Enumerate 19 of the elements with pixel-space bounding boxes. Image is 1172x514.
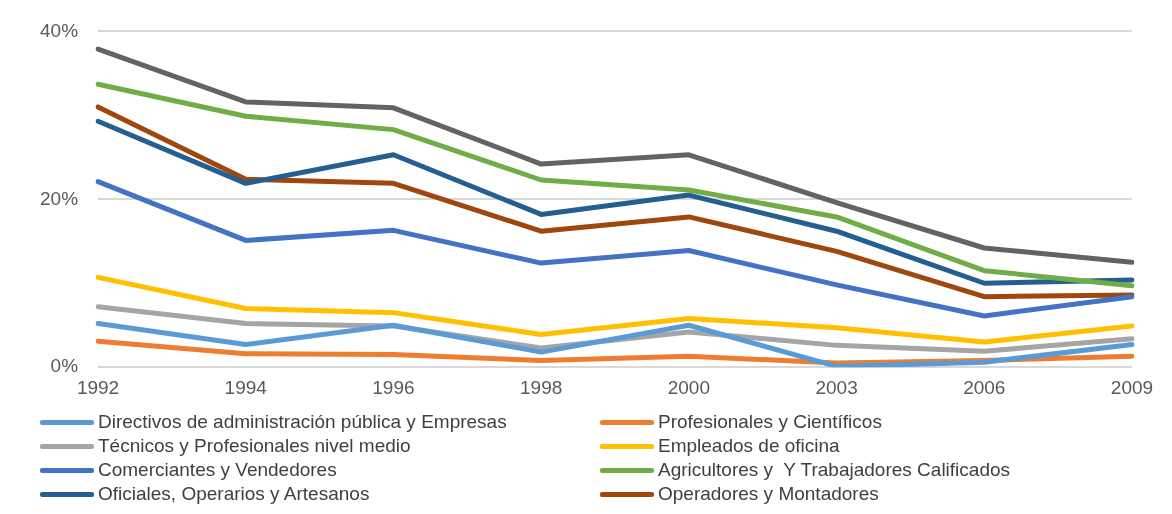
x-tick-label: 2006	[963, 376, 1006, 398]
x-tick-label: 1994	[224, 376, 268, 398]
legend-label: Directivos de administración pública y Empresas	[98, 410, 507, 434]
legend-label: Agricultores y Y Trabajadores Calificados	[658, 458, 1011, 482]
legend-label: Oficiales, Operarios y Artesanos	[98, 482, 370, 506]
x-tick-label: 1992	[76, 376, 120, 398]
x-tick-label: 2009	[1110, 376, 1154, 398]
y-tick-label: 40%	[40, 19, 79, 41]
legend-label: Comerciantes y Vendedores	[98, 458, 337, 482]
x-tick-label: 1998	[520, 376, 563, 398]
x-tick-label: 2003	[815, 376, 858, 398]
legend-label: Empleados de oficina	[658, 434, 840, 458]
legend-label: Operadores y Montadores	[658, 482, 879, 506]
x-tick-label: 1996	[372, 376, 415, 398]
x-tick-label: 2000	[667, 376, 711, 398]
legend-label: Técnicos y Profesionales nivel medio	[98, 434, 411, 458]
y-tick-label: 20%	[40, 187, 79, 209]
y-tick-label: 0%	[50, 355, 79, 377]
legend-label: Profesionales y Científicos	[658, 410, 882, 434]
